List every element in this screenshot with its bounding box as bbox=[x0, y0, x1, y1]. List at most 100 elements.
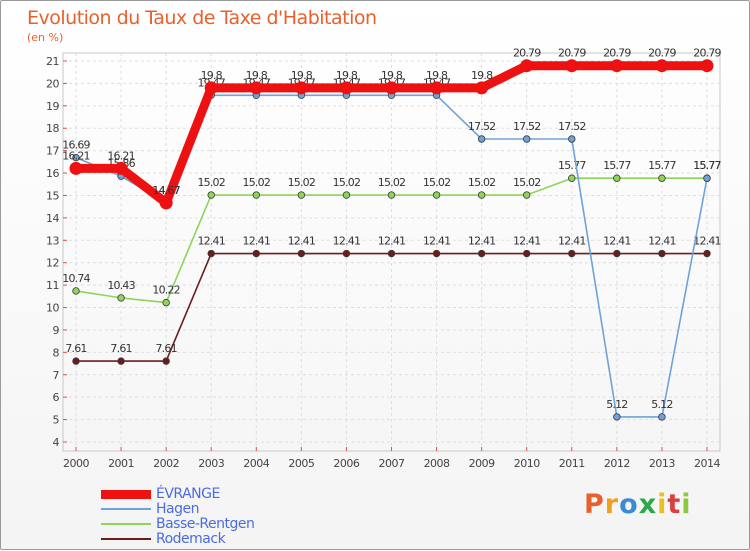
data-label-hagen: 5.12 bbox=[606, 398, 627, 411]
data-label-hagen: 17.52 bbox=[468, 120, 496, 133]
x-tick-label: 2010 bbox=[514, 457, 540, 470]
data-label--vrange: 19.8 bbox=[471, 69, 493, 82]
data-point--vrange bbox=[339, 81, 353, 95]
data-point-rodemack bbox=[117, 357, 125, 365]
data-label--vrange: 19.8 bbox=[246, 69, 268, 82]
data-label--vrange: 19.8 bbox=[336, 69, 358, 82]
x-tick-label: 2000 bbox=[63, 457, 89, 470]
data-point--vrange bbox=[294, 81, 308, 95]
data-point-basse-rentgen bbox=[297, 191, 306, 199]
data-label-basse-rentgen: 15.02 bbox=[243, 176, 271, 189]
data-label-rodemack: 12.41 bbox=[197, 235, 225, 248]
data-label-rodemack: 7.61 bbox=[155, 342, 176, 355]
data-point--vrange bbox=[610, 59, 624, 73]
data-label--vrange: 19.8 bbox=[291, 69, 313, 82]
data-label-basse-rentgen: 15.77 bbox=[558, 159, 586, 172]
data-point-hagen bbox=[658, 413, 666, 421]
x-tick-label: 2003 bbox=[198, 457, 224, 470]
legend-item-hagen: Hagen bbox=[101, 501, 331, 517]
data-point-rodemack bbox=[432, 249, 441, 258]
data-label-rodemack: 12.41 bbox=[693, 235, 721, 248]
x-tick-label: 2011 bbox=[559, 457, 585, 470]
data-point--vrange bbox=[249, 81, 263, 95]
proxiti-logo: Proxiti bbox=[584, 489, 692, 520]
data-label--vrange: 19.8 bbox=[381, 69, 403, 82]
x-tick-label: 2006 bbox=[333, 457, 359, 470]
data-label-hagen: 17.52 bbox=[513, 120, 541, 133]
data-label-rodemack: 12.41 bbox=[423, 235, 451, 248]
legend-swatch-hagen bbox=[101, 508, 151, 510]
data-point-rodemack bbox=[613, 249, 621, 258]
data-label-basse-rentgen: 15.02 bbox=[197, 176, 225, 189]
data-point--vrange bbox=[114, 161, 128, 175]
y-tick-label: 8 bbox=[53, 346, 60, 359]
data-point-hagen bbox=[613, 413, 621, 421]
x-tick-label: 2007 bbox=[379, 457, 405, 470]
data-point-hagen bbox=[568, 135, 576, 143]
data-label-rodemack: 12.41 bbox=[603, 235, 631, 248]
data-point-rodemack bbox=[658, 249, 666, 258]
data-label-rodemack: 7.61 bbox=[65, 342, 86, 355]
data-point--vrange bbox=[520, 59, 534, 73]
data-label--vrange: 20.79 bbox=[558, 47, 586, 60]
data-label-basse-rentgen: 10.74 bbox=[62, 272, 90, 285]
data-label-basse-rentgen: 15.02 bbox=[378, 176, 406, 189]
data-label--vrange: 20.79 bbox=[648, 47, 676, 60]
data-label--vrange: 20.79 bbox=[693, 47, 721, 60]
data-point--vrange bbox=[565, 59, 579, 73]
data-label-basse-rentgen: 15.02 bbox=[468, 176, 496, 189]
y-tick-label: 17 bbox=[46, 145, 59, 158]
logo-letter: i bbox=[657, 489, 668, 520]
data-label-rodemack: 12.41 bbox=[558, 235, 586, 248]
logo-letter: i bbox=[681, 489, 692, 520]
data-point-basse-rentgen bbox=[477, 191, 486, 199]
data-point-rodemack bbox=[387, 249, 396, 258]
data-label-rodemack: 12.41 bbox=[333, 235, 361, 248]
y-tick-label: 11 bbox=[46, 279, 59, 292]
y-tick-label: 19 bbox=[46, 100, 59, 113]
y-tick-label: 16 bbox=[46, 167, 59, 180]
data-point-basse-rentgen bbox=[613, 174, 621, 182]
data-label--vrange: 16.21 bbox=[107, 149, 135, 162]
data-label--vrange: 19.8 bbox=[426, 69, 448, 82]
x-tick-label: 2008 bbox=[424, 457, 450, 470]
data-label-hagen: 15.77 bbox=[693, 159, 721, 172]
chart-legend: ÉVRANGE Hagen Basse-Rentgen Rodemack bbox=[101, 486, 331, 547]
data-point-hagen bbox=[477, 135, 486, 143]
data-point-rodemack bbox=[568, 249, 576, 258]
logo-letter: P bbox=[584, 489, 605, 520]
data-label-basse-rentgen: 10.22 bbox=[152, 284, 180, 297]
data-label-basse-rentgen: 15.77 bbox=[693, 159, 721, 172]
data-point--vrange bbox=[430, 81, 444, 95]
data-label--vrange: 16.21 bbox=[62, 149, 90, 162]
data-point-basse-rentgen bbox=[117, 294, 125, 302]
data-point-rodemack bbox=[523, 249, 531, 258]
data-point--vrange bbox=[69, 161, 83, 175]
legend-swatch-evrange bbox=[101, 490, 151, 499]
data-label-rodemack: 7.61 bbox=[110, 342, 131, 355]
data-point-rodemack bbox=[252, 249, 260, 258]
data-point-rodemack bbox=[342, 249, 351, 258]
data-point-basse-rentgen bbox=[207, 191, 215, 199]
data-point--vrange bbox=[700, 59, 714, 73]
data-label-rodemack: 12.41 bbox=[288, 235, 316, 248]
y-tick-label: 20 bbox=[46, 77, 59, 90]
chart-title: Evolution du Taux de Taxe d'Habitation bbox=[27, 7, 377, 29]
x-tick-label: 2013 bbox=[649, 457, 675, 470]
data-point-basse-rentgen bbox=[658, 174, 666, 182]
data-point-rodemack bbox=[72, 357, 80, 365]
data-point--vrange bbox=[159, 196, 173, 210]
legend-item-basse-rentgen: Basse-Rentgen bbox=[101, 516, 331, 532]
y-tick-label: 10 bbox=[46, 302, 59, 315]
data-label-rodemack: 12.41 bbox=[243, 235, 271, 248]
y-tick-label: 5 bbox=[53, 414, 60, 427]
y-tick-label: 12 bbox=[46, 257, 59, 270]
legend-swatch-basse-rentgen bbox=[101, 523, 151, 525]
legend-label-evrange: ÉVRANGE bbox=[156, 486, 220, 502]
data-point-basse-rentgen bbox=[432, 191, 441, 199]
x-tick-label: 2001 bbox=[108, 457, 134, 470]
data-point-hagen bbox=[703, 174, 711, 182]
legend-swatch-rodemack bbox=[101, 538, 151, 540]
data-label--vrange: 19.8 bbox=[201, 69, 223, 82]
data-label-hagen: 5.12 bbox=[651, 398, 672, 411]
